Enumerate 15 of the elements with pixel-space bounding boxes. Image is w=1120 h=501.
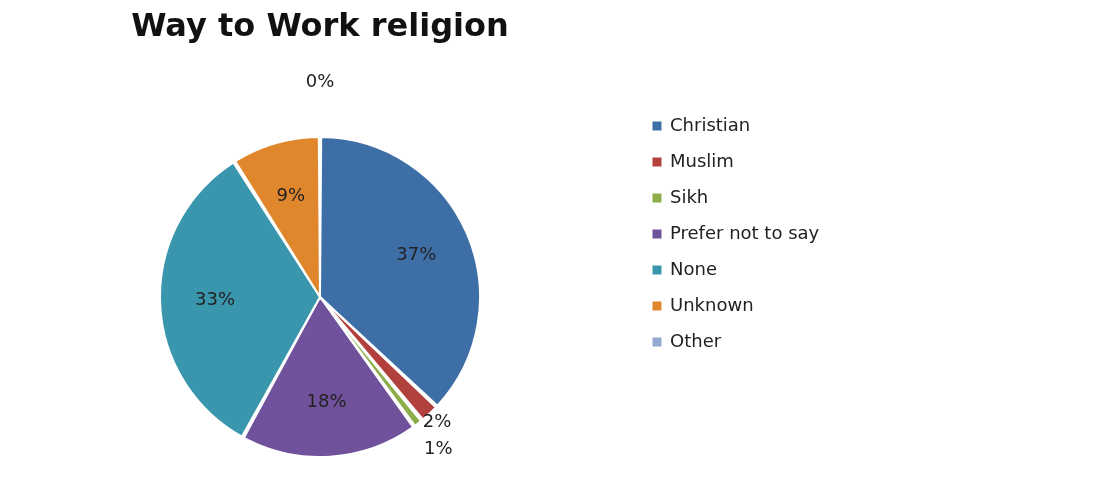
legend-label: Christian xyxy=(670,114,751,135)
legend-label: Unknown xyxy=(670,294,754,315)
legend-label: Muslim xyxy=(670,150,734,171)
legend-label: None xyxy=(670,258,717,279)
data-label: 1% xyxy=(424,437,453,459)
text: 0% xyxy=(305,70,335,91)
data-label: 9% xyxy=(276,184,305,206)
data-label: 33% xyxy=(195,288,236,310)
data-label: 37% xyxy=(396,243,437,265)
legend-label: Prefer not to say xyxy=(670,222,820,243)
legend-label: Sikh xyxy=(670,186,709,207)
data-label: 2% xyxy=(422,409,452,431)
data-label: 18% xyxy=(306,389,347,411)
chart-title: Way to Work religion xyxy=(131,6,509,44)
legend-label: Other xyxy=(670,330,722,351)
